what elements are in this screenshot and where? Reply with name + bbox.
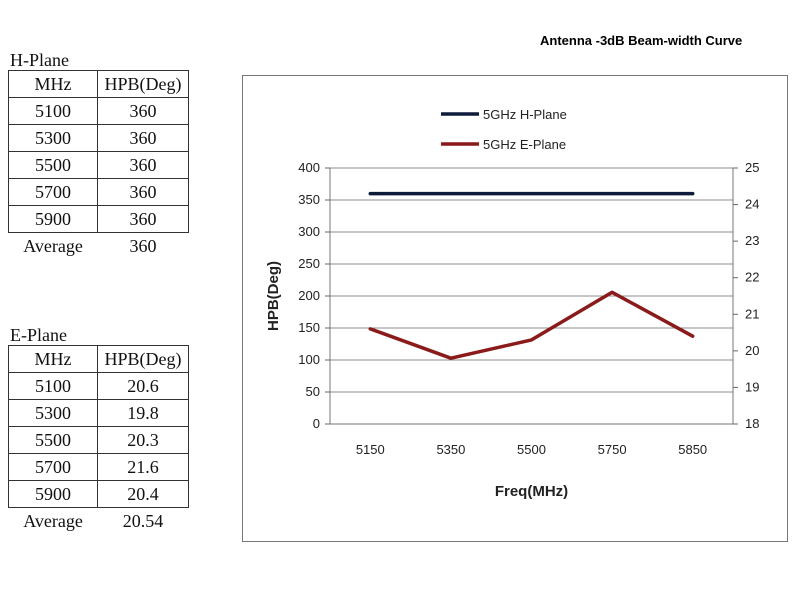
y-tick-label: 100 [298, 352, 320, 367]
table-header-row: MHz HPB(Deg) [8, 345, 189, 373]
table-row: 5700 360 [8, 178, 189, 206]
average-label: Average [23, 235, 83, 256]
y-axis-label: HPB(Deg) [265, 261, 282, 331]
table-row: 5100 20.6 [8, 372, 189, 400]
table-cell-hpb: 20.4 [97, 480, 189, 508]
table-cell-mhz: 5900 [8, 480, 98, 508]
x-tick-label: 5500 [517, 442, 546, 457]
table-cell-mhz: 5300 [8, 124, 98, 152]
e-plane-table: MHz HPB(Deg) 5100 20.6 5300 19.8 5500 20… [8, 345, 189, 534]
page-title: Antenna -3dB Beam-width Curve [540, 33, 743, 48]
beam-width-chart: 0 50 100 150 200 250 300 350 400 18 19 20 21 22 23 24 25… [265, 107, 759, 500]
table-cell-mhz: 5700 [8, 178, 98, 206]
table-row: 5700 21.6 [8, 453, 189, 481]
y2-tick-label: 24 [745, 197, 759, 212]
x-tick-label: 5350 [436, 442, 465, 457]
average-row: Average 20.54 [9, 508, 189, 535]
y2-tick-label: 22 [745, 270, 759, 285]
x-tick-label: 5750 [598, 442, 627, 457]
table-cell-hpb: 20.6 [97, 372, 189, 400]
table-cell-mhz: 5300 [8, 399, 98, 427]
column-header-hpb: HPB(Deg) [97, 345, 189, 373]
table-row: 5500 360 [8, 151, 189, 179]
table-row: 5300 19.8 [8, 399, 189, 427]
legend-label: 5GHz E-Plane [483, 137, 566, 152]
table-cell-hpb: 360 [97, 151, 189, 179]
table-cell-hpb: 360 [97, 178, 189, 206]
table-cell-hpb: 20.3 [97, 426, 189, 454]
table-row: 5900 360 [8, 205, 189, 233]
table-cell-mhz: 5500 [8, 151, 98, 179]
x-tick-label: 5850 [678, 442, 707, 457]
y-tick-label: 200 [298, 288, 320, 303]
table-cell-hpb: 360 [97, 97, 189, 125]
y-tick-label: 250 [298, 256, 320, 271]
y2-tick-label: 25 [745, 160, 759, 175]
average-row: Average 360 [9, 233, 189, 260]
table-cell-hpb: 360 [97, 124, 189, 152]
chart-frame: 0 50 100 150 200 250 300 350 400 18 19 20 21 22 23 24 25… [242, 75, 788, 542]
table-row: 5500 20.3 [8, 426, 189, 454]
table-cell-mhz: 5100 [8, 97, 98, 125]
e-plane-label: E-Plane [10, 325, 67, 345]
y-tick-label: 0 [313, 416, 320, 431]
series-line-e-plane [368, 290, 695, 360]
column-header-hpb: HPB(Deg) [97, 70, 189, 98]
table-row: 5300 360 [8, 124, 189, 152]
y2-tick-label: 20 [745, 343, 759, 358]
table-row: 5900 20.4 [8, 480, 189, 508]
y-tick-label: 300 [298, 224, 320, 239]
table-cell-hpb: 21.6 [97, 453, 189, 481]
e-plane-block: E-Plane MHz HPB(Deg) 5100 20.6 5300 19.8… [8, 325, 189, 534]
average-label: Average [23, 510, 83, 531]
y2-tick-label: 21 [745, 306, 759, 321]
column-header-mhz: MHz [8, 345, 98, 373]
h-plane-table: MHz HPB(Deg) 5100 360 5300 360 5500 360 … [8, 70, 189, 259]
x-tick-label: 5150 [356, 442, 385, 457]
h-plane-label: H-Plane [10, 50, 69, 70]
average-value: 360 [129, 235, 157, 256]
y-tick-label: 400 [298, 160, 320, 175]
y2-tick-label: 18 [745, 416, 759, 431]
table-cell-mhz: 5700 [8, 453, 98, 481]
x-axis-label: Freq(MHz) [495, 483, 568, 500]
table-cell-hpb: 19.8 [97, 399, 189, 427]
column-header-mhz: MHz [8, 70, 98, 98]
y-tick-label: 50 [306, 384, 320, 399]
y2-tick-label: 23 [745, 233, 759, 248]
legend-label: 5GHz H-Plane [483, 107, 567, 122]
average-value: 20.54 [122, 510, 164, 531]
y-tick-label: 150 [298, 320, 320, 335]
y-tick-label: 350 [298, 192, 320, 207]
table-header-row: MHz HPB(Deg) [8, 70, 189, 98]
table-cell-hpb: 360 [97, 205, 189, 233]
table-cell-mhz: 5100 [8, 372, 98, 400]
y2-tick-label: 19 [745, 379, 759, 394]
h-plane-block: H-Plane MHz HPB(Deg) 5100 360 5300 360 5… [8, 50, 189, 259]
table-row: 5100 360 [8, 97, 189, 125]
table-cell-mhz: 5900 [8, 205, 98, 233]
table-cell-mhz: 5500 [8, 426, 98, 454]
